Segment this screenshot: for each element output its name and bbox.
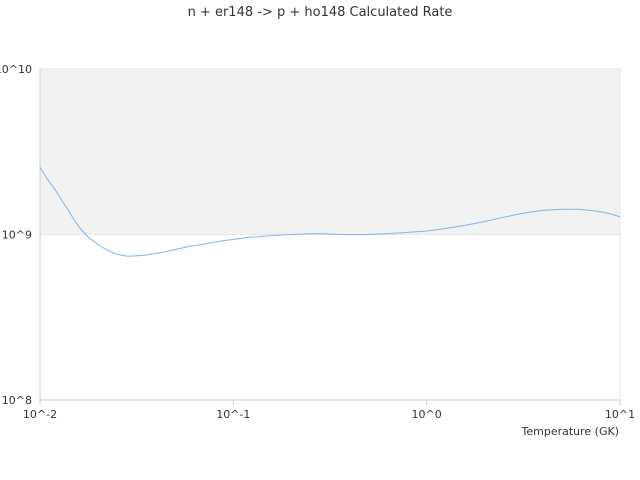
axes [39, 69, 621, 401]
x-tick-label: 10^-2 [23, 408, 57, 421]
y-axis-ticks: 10^8 10^9 10^10 [0, 63, 32, 407]
series-line-rate [39, 166, 621, 257]
y-tick-label: 10^8 [2, 394, 32, 407]
x-tick-label: 10^0 [412, 408, 442, 421]
plot-band-upper-decade [40, 69, 620, 235]
x-tick-label: 10^1 [605, 408, 635, 421]
x-tick-label: 10^-1 [216, 408, 250, 421]
y-tick-label: 10^10 [0, 63, 32, 76]
x-axis-ticks: 10^-2 10^-1 10^0 10^1 [23, 400, 635, 421]
x-axis-label: Temperature (GK) [521, 425, 620, 438]
y-tick-label: 10^9 [2, 229, 32, 242]
chart-title: n + er148 -> p + ho148 Calculated Rate [188, 5, 453, 20]
